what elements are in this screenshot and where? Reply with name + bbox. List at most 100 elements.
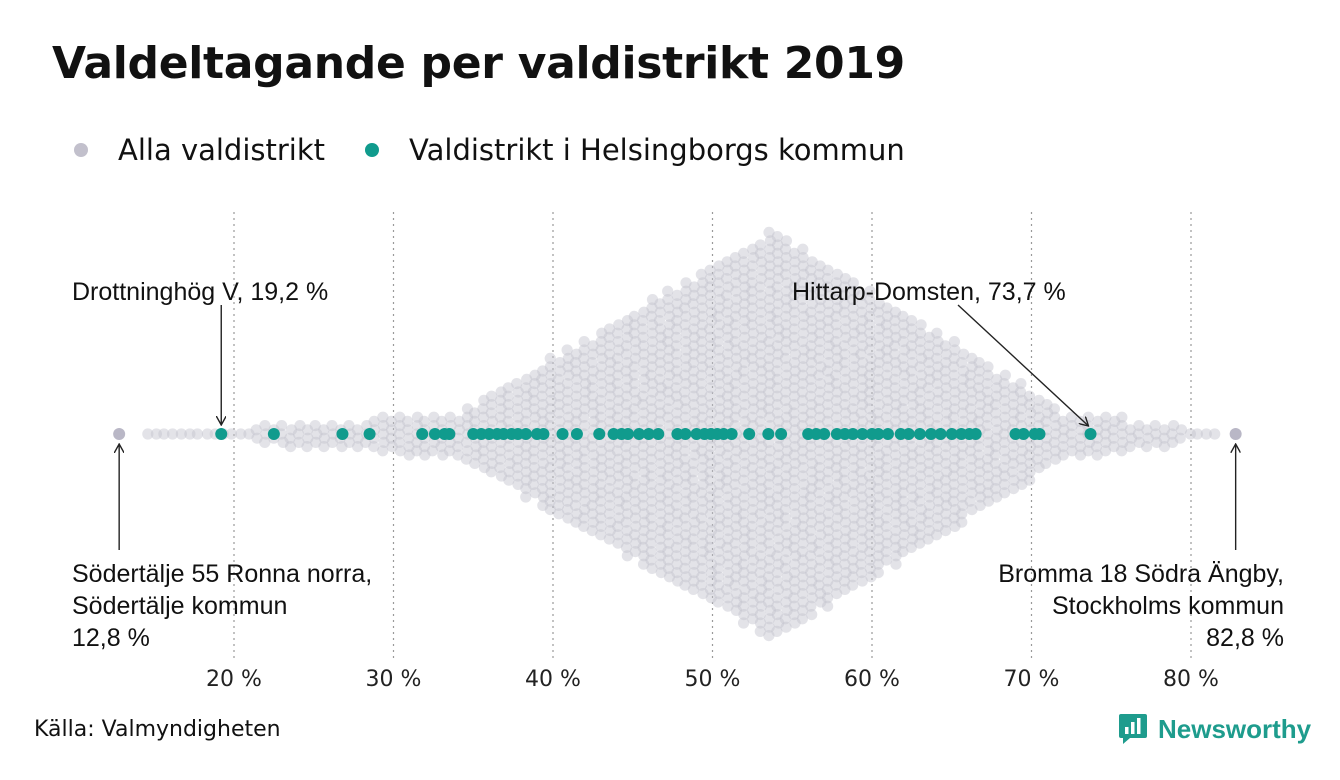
district-point	[663, 462, 675, 474]
district-point	[537, 441, 549, 453]
district-point	[545, 394, 557, 406]
district-point	[394, 445, 406, 457]
district-point	[814, 588, 827, 600]
district-point	[814, 310, 826, 322]
district-point	[857, 340, 869, 352]
district-point	[731, 294, 743, 306]
district-point	[771, 382, 783, 394]
district-point	[890, 457, 902, 469]
district-point	[646, 520, 658, 533]
district-point	[847, 529, 859, 541]
district-point	[646, 327, 658, 339]
district-point	[738, 449, 750, 461]
district-point	[764, 369, 776, 381]
district-point	[822, 348, 834, 360]
district-point	[670, 348, 683, 360]
district-point	[704, 415, 716, 427]
district-point	[705, 558, 718, 570]
district-point	[973, 357, 985, 369]
district-point	[713, 319, 726, 331]
district-point	[662, 327, 674, 339]
district-point	[722, 331, 734, 343]
district-point	[679, 445, 691, 457]
district-point	[796, 336, 809, 348]
helsingborg-point	[725, 428, 738, 440]
district-point	[914, 529, 926, 541]
district-point	[949, 453, 961, 465]
district-point	[940, 399, 953, 411]
district-point	[914, 420, 927, 432]
helsingborg-point	[621, 428, 634, 440]
district-point	[630, 520, 642, 533]
district-point	[889, 323, 901, 335]
district-point	[1141, 441, 1153, 453]
district-point	[536, 390, 548, 402]
district-point	[772, 441, 784, 453]
district-point	[856, 516, 868, 528]
district-point	[604, 415, 616, 427]
district-point	[688, 289, 700, 301]
district-point	[840, 331, 852, 343]
district-point	[645, 529, 657, 541]
district-point	[956, 449, 968, 461]
district-point	[671, 508, 683, 520]
district-point	[830, 554, 842, 566]
district-point	[504, 457, 516, 469]
district-point	[840, 525, 852, 537]
district-point	[695, 369, 708, 381]
district-point	[756, 256, 768, 268]
district-point	[780, 621, 792, 633]
district-point	[655, 340, 667, 352]
district-point	[848, 462, 860, 474]
district-point	[958, 348, 970, 360]
district-point	[563, 411, 575, 423]
district-point	[840, 315, 852, 327]
district-point	[654, 399, 666, 411]
district-point	[771, 399, 783, 411]
district-point	[368, 415, 380, 427]
district-point	[671, 306, 684, 318]
district-point	[713, 285, 725, 297]
district-point	[847, 378, 859, 390]
district-point	[831, 268, 844, 280]
district-point	[771, 390, 783, 402]
district-point	[1109, 415, 1121, 427]
district-point	[653, 415, 666, 427]
district-point	[529, 411, 541, 423]
district-point	[544, 352, 556, 364]
district-point	[620, 348, 633, 360]
district-point	[663, 504, 675, 516]
district-point	[419, 449, 431, 461]
district-point	[840, 415, 852, 427]
district-point	[714, 294, 726, 306]
district-point	[636, 315, 649, 327]
district-point	[796, 285, 808, 297]
district-point	[679, 529, 692, 541]
district-point	[1116, 445, 1128, 457]
district-point	[822, 323, 834, 335]
district-point	[840, 483, 852, 495]
district-point	[730, 520, 742, 533]
district-point	[754, 247, 767, 259]
district-point	[1117, 436, 1129, 448]
district-point	[956, 508, 968, 520]
district-point	[545, 445, 557, 457]
district-point	[680, 487, 692, 499]
district-point	[587, 340, 599, 352]
district-point	[981, 462, 994, 474]
district-point	[832, 478, 844, 490]
district-point	[848, 445, 860, 457]
district-point	[797, 462, 809, 474]
district-point	[503, 466, 515, 478]
district-point	[621, 323, 633, 335]
district-point	[973, 457, 986, 469]
district-point	[756, 407, 768, 419]
district-point	[630, 394, 642, 406]
district-point	[605, 382, 617, 394]
district-point	[571, 449, 583, 461]
district-point	[754, 617, 767, 629]
district-point	[822, 441, 835, 453]
district-point	[790, 516, 802, 528]
district-point	[754, 348, 766, 360]
district-point	[520, 441, 532, 453]
